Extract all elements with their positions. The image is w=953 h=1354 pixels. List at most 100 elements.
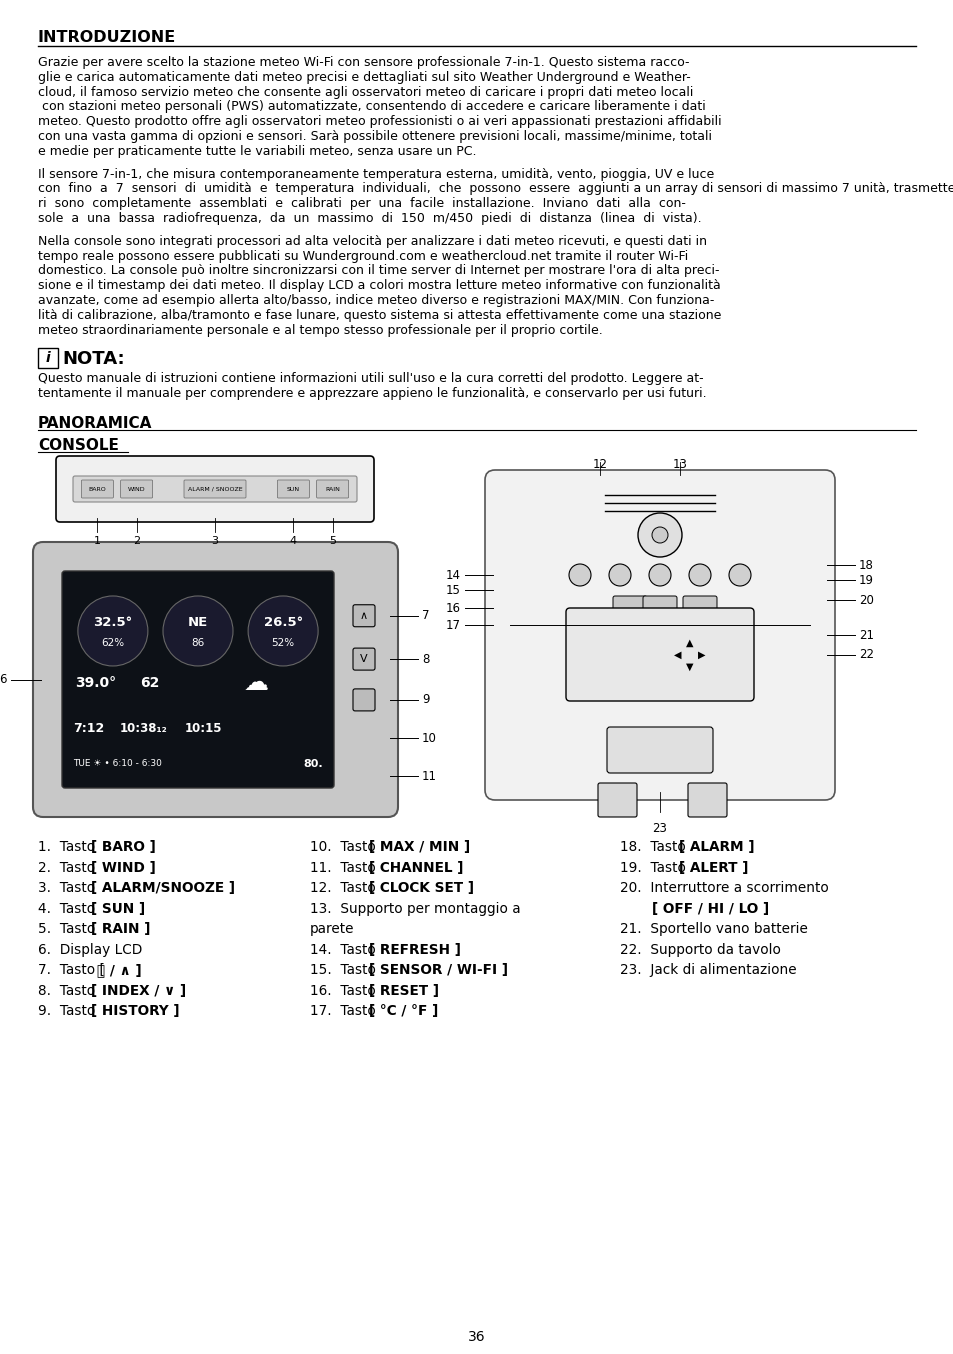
Text: 3: 3 (212, 536, 218, 546)
Text: ri  sono  completamente  assemblati  e  calibrati  per  una  facile  installazio: ri sono completamente assemblati e calib… (38, 198, 685, 210)
Text: 19: 19 (858, 574, 873, 586)
Text: 17.  Tasto: 17. Tasto (310, 1005, 379, 1018)
Text: ▼: ▼ (685, 662, 693, 672)
Text: 23.  Jack di alimentazione: 23. Jack di alimentazione (619, 963, 796, 978)
Text: Il sensore 7-in-1, che misura contemporaneamente temperatura esterna, umidità, v: Il sensore 7-in-1, che misura contempora… (38, 168, 714, 180)
Text: parete: parete (310, 922, 355, 936)
Text: ◀: ◀ (674, 650, 681, 659)
Text: 14.  Tasto: 14. Tasto (310, 942, 379, 956)
Text: 7: 7 (421, 609, 429, 623)
Text: 7.  Tasto [: 7. Tasto [ (38, 963, 105, 978)
Text: 2.  Tasto: 2. Tasto (38, 861, 99, 875)
Circle shape (651, 527, 667, 543)
FancyBboxPatch shape (598, 783, 637, 816)
FancyBboxPatch shape (56, 456, 374, 523)
Text: 21.  Sportello vano batterie: 21. Sportello vano batterie (619, 922, 807, 936)
Text: 11.  Tasto: 11. Tasto (310, 861, 379, 875)
Text: 23: 23 (652, 822, 667, 835)
FancyBboxPatch shape (184, 481, 246, 498)
Text: PANORAMICA: PANORAMICA (38, 416, 152, 431)
Text: [ MAX / MIN ]: [ MAX / MIN ] (369, 839, 470, 854)
Text: ▶: ▶ (698, 650, 705, 659)
Text: [ WIND ]: [ WIND ] (91, 861, 156, 875)
Text: RAIN: RAIN (325, 486, 339, 492)
Text: 12.  Tasto: 12. Tasto (310, 881, 379, 895)
Text: SUN: SUN (287, 486, 299, 492)
Text: sione e il timestamp dei dati meteo. Il display LCD a colori mostra letture mete: sione e il timestamp dei dati meteo. Il … (38, 279, 720, 292)
Text: 13: 13 (672, 458, 687, 471)
Text: 1: 1 (93, 536, 101, 546)
Text: [ °C / °F ]: [ °C / °F ] (369, 1005, 437, 1018)
FancyBboxPatch shape (62, 571, 334, 788)
Text: e medie per praticamente tutte le variabili meteo, senza usare un PC.: e medie per praticamente tutte le variab… (38, 145, 476, 158)
Text: lità di calibrazione, alba/tramonto e fase lunare, questo sistema si attesta eff: lità di calibrazione, alba/tramonto e fa… (38, 309, 720, 322)
Text: Questo manuale di istruzioni contiene informazioni utili sull'uso e la cura corr: Questo manuale di istruzioni contiene in… (38, 372, 703, 386)
Circle shape (163, 596, 233, 666)
Text: 4.  Tasto: 4. Tasto (38, 902, 99, 915)
Text: 4: 4 (290, 536, 296, 546)
Circle shape (688, 565, 710, 586)
Text: TUE ☀ • 6:10 - 6:30: TUE ☀ • 6:10 - 6:30 (73, 760, 162, 769)
Text: 1.  Tasto: 1. Tasto (38, 839, 99, 854)
FancyBboxPatch shape (73, 477, 356, 502)
FancyBboxPatch shape (316, 481, 348, 498)
Text: [ REFRESH ]: [ REFRESH ] (369, 942, 460, 956)
Text: 18.  Tasto: 18. Tasto (619, 839, 689, 854)
Circle shape (248, 596, 317, 666)
Text: 17: 17 (446, 619, 460, 631)
Text: 6: 6 (0, 673, 7, 686)
Circle shape (568, 565, 590, 586)
Text: 16.  Tasto: 16. Tasto (310, 983, 379, 998)
Text: 13.  Supporto per montaggio a: 13. Supporto per montaggio a (310, 902, 520, 915)
Text: 20: 20 (858, 593, 873, 607)
Text: 2: 2 (132, 536, 140, 546)
Text: 36: 36 (468, 1330, 485, 1345)
Text: ALARM / SNOOZE: ALARM / SNOOZE (188, 486, 242, 492)
Text: 11: 11 (421, 770, 436, 783)
Text: [ CLOCK SET ]: [ CLOCK SET ] (369, 881, 474, 895)
Text: ∧: ∧ (359, 611, 368, 620)
FancyBboxPatch shape (38, 348, 58, 368)
FancyBboxPatch shape (120, 481, 152, 498)
Text: sole  a  una  bassa  radiofrequenza,  da  un  massimo  di  150  m/450  piedi  di: sole a una bassa radiofrequenza, da un m… (38, 213, 700, 225)
Text: 9: 9 (421, 693, 429, 707)
Text: 86: 86 (192, 638, 204, 649)
Text: 10:38₁₂: 10:38₁₂ (120, 722, 168, 734)
Text: i: i (46, 352, 51, 366)
Text: INTRODUZIONE: INTRODUZIONE (38, 30, 176, 45)
Text: cloud, il famoso servizio meteo che consente agli osservatori meteo di caricare : cloud, il famoso servizio meteo che cons… (38, 85, 693, 99)
Text: 20.  Interruttore a scorrimento: 20. Interruttore a scorrimento (619, 881, 828, 895)
Text: ▲: ▲ (685, 638, 693, 647)
Text: ☁: ☁ (244, 672, 269, 695)
Text: con  fino  a  7  sensori  di  umidità  e  temperatura  individuali,  che  posson: con fino a 7 sensori di umidità e temper… (38, 183, 953, 195)
Text: ⓘ / ∧ ]: ⓘ / ∧ ] (97, 963, 141, 978)
Text: 6.  Display LCD: 6. Display LCD (38, 942, 142, 956)
FancyBboxPatch shape (642, 596, 677, 613)
Text: 21: 21 (858, 628, 873, 642)
Text: 32.5°: 32.5° (93, 616, 132, 630)
Text: 5: 5 (329, 536, 335, 546)
Text: Grazie per avere scelto la stazione meteo Wi-Fi con sensore professionale 7-in-1: Grazie per avere scelto la stazione mete… (38, 56, 689, 69)
Circle shape (638, 513, 681, 556)
Text: 62%: 62% (101, 638, 124, 649)
FancyBboxPatch shape (353, 605, 375, 627)
FancyBboxPatch shape (33, 542, 397, 816)
Circle shape (728, 565, 750, 586)
Text: 22.  Supporto da tavolo: 22. Supporto da tavolo (619, 942, 781, 956)
Text: 10:15: 10:15 (185, 722, 222, 734)
FancyBboxPatch shape (353, 689, 375, 711)
Text: tempo reale possono essere pubblicati su Wunderground.com e weathercloud.net tra: tempo reale possono essere pubblicati su… (38, 249, 687, 263)
Text: 15: 15 (446, 584, 460, 597)
Text: [ OFF / HI / LO ]: [ OFF / HI / LO ] (652, 902, 768, 915)
FancyBboxPatch shape (682, 596, 717, 613)
FancyBboxPatch shape (565, 608, 753, 701)
Text: 8.  Tasto: 8. Tasto (38, 983, 99, 998)
Text: 7:12: 7:12 (73, 722, 104, 734)
FancyBboxPatch shape (484, 470, 834, 800)
Text: 8: 8 (421, 653, 429, 666)
FancyBboxPatch shape (353, 649, 375, 670)
Text: NOTA:: NOTA: (62, 351, 125, 368)
Text: WIND: WIND (128, 486, 145, 492)
Text: 22: 22 (858, 649, 873, 661)
Text: tentamente il manuale per comprendere e apprezzare appieno le funzionalità, e co: tentamente il manuale per comprendere e … (38, 387, 706, 401)
